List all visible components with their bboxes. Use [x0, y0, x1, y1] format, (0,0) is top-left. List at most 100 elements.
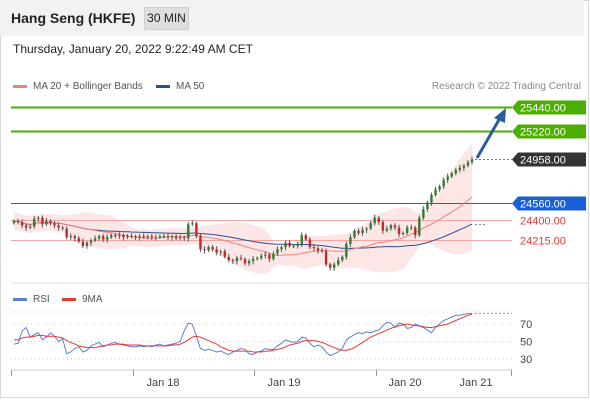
candle-body	[57, 225, 60, 228]
candle-body	[357, 230, 360, 233]
level-tag-2: 24958.00	[512, 152, 586, 167]
candle-body	[385, 228, 389, 231]
candle-body	[203, 249, 206, 251]
credit-text: Research © 2022 Trading Central	[431, 81, 581, 92]
candle-body	[365, 228, 368, 230]
candle-body	[272, 253, 275, 259]
level-tag-3: 24560.00	[512, 196, 586, 211]
candle-body	[264, 254, 267, 256]
candle-body	[349, 237, 352, 244]
candle-body	[393, 225, 397, 228]
candle-body	[33, 218, 36, 227]
rsi-ma-line	[14, 313, 473, 353]
candle-body	[183, 237, 186, 239]
candle-body	[300, 235, 303, 244]
candle-body	[73, 236, 76, 239]
rsi-tick-label: 30	[520, 354, 532, 366]
level-tag-1: 25220.00	[512, 124, 586, 139]
candle-body	[316, 248, 320, 251]
candle-body	[146, 236, 149, 238]
candle-body	[255, 257, 259, 259]
candle-body	[93, 238, 97, 241]
x-tick-label: Jan 18	[146, 377, 179, 389]
candle-body	[199, 236, 202, 250]
candle-body	[389, 225, 393, 229]
candle-body	[231, 260, 235, 262]
candle-body	[276, 249, 279, 254]
legend-9ma: 9MA	[62, 294, 103, 305]
candle-body	[41, 217, 44, 225]
candle-body	[239, 257, 243, 259]
9ma-label: 9MA	[82, 294, 103, 305]
candle-body	[438, 186, 441, 190]
candle-body	[122, 235, 125, 238]
candle-body	[158, 236, 162, 238]
candle-body	[373, 217, 376, 224]
candle-body	[280, 247, 283, 250]
candle-body	[442, 179, 445, 187]
candle-body	[89, 240, 93, 243]
candle-body	[150, 236, 154, 238]
candle-body	[154, 237, 158, 239]
forecast-arrow	[475, 117, 502, 159]
rsi-swatch	[13, 297, 27, 301]
candle-body	[296, 243, 299, 246]
candle-body	[243, 259, 247, 264]
candle-body	[69, 236, 72, 238]
candle-body	[53, 223, 56, 226]
x-tick-label: Jan 21	[459, 377, 492, 389]
candle-body	[247, 261, 251, 264]
candle-body	[422, 209, 425, 218]
legend-ma50: MA 50	[156, 81, 204, 92]
level-label-1: 25220.00	[520, 127, 566, 139]
legend-rsi: RSI	[13, 294, 50, 305]
candle-body	[24, 225, 28, 228]
candle-body	[29, 226, 32, 228]
candle-body	[130, 236, 133, 238]
candle-body	[215, 249, 218, 253]
candle-body	[207, 247, 210, 251]
ma20-line	[13, 196, 473, 256]
level-label-0: 25440.00	[520, 103, 566, 115]
candle-body	[126, 236, 129, 238]
candle-body	[138, 236, 141, 238]
timestamp: Thursday, January 20, 2022 9:22:49 AM CE…	[13, 42, 253, 56]
rsi-line	[13, 313, 472, 357]
candle-body	[369, 223, 372, 229]
candle-body	[288, 242, 291, 246]
level-tag-bg	[512, 124, 586, 139]
candle-body	[191, 223, 194, 225]
candle-body	[381, 222, 385, 231]
legend-ma20: MA 20 + Bollinger Bands	[13, 81, 143, 92]
candle-body	[166, 236, 170, 238]
rsi-label: RSI	[33, 294, 50, 305]
9ma-swatch	[62, 297, 76, 301]
candle-body	[284, 242, 287, 248]
level-label-3: 24560.00	[520, 199, 566, 211]
candle-body	[77, 238, 81, 242]
candle-body	[458, 167, 462, 170]
forecast-arrowhead	[494, 108, 506, 123]
candle-body	[397, 227, 401, 235]
x-tick-label: Jan 19	[267, 377, 300, 389]
candle-body	[85, 242, 89, 246]
candle-body	[235, 257, 239, 262]
timeframe-button[interactable]: 30 MIN	[144, 7, 189, 30]
candle-body	[324, 251, 328, 265]
rsi-tick-label: 50	[520, 337, 532, 349]
instrument-title: Hang Seng (HKFE)	[11, 10, 136, 26]
candle-body	[174, 236, 178, 239]
candle-body	[97, 236, 101, 239]
candle-body	[187, 224, 190, 239]
candle-body	[101, 236, 105, 240]
ma50-label: MA 50	[176, 81, 205, 92]
candle-body	[337, 260, 340, 265]
candle-body	[227, 256, 231, 261]
candle-body	[308, 239, 312, 248]
candle-body	[292, 245, 295, 247]
ma50-swatch	[156, 84, 170, 88]
candle-body	[45, 221, 48, 225]
candle-body	[320, 250, 324, 252]
candle-body	[434, 189, 437, 195]
